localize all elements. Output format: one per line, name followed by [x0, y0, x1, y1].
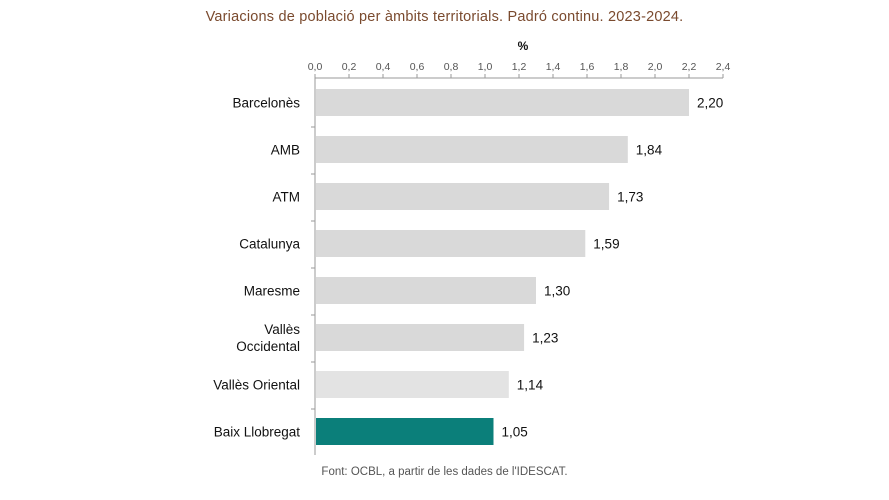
data-label: 2,20 [697, 96, 723, 111]
x-tick-label: 0,4 [376, 61, 391, 73]
category-label: Maresme [244, 284, 300, 299]
bar [316, 418, 494, 445]
category-label: Vallès Oriental [213, 378, 300, 393]
x-tick-label: 1,2 [512, 61, 527, 73]
category-label: Catalunya [239, 237, 300, 252]
category-label: AMB [271, 143, 300, 158]
x-tick-label: 1,0 [478, 61, 493, 73]
category-label: Baix Llobregat [214, 425, 301, 440]
x-tick-label: 2,4 [716, 61, 731, 73]
x-tick-label: 0,8 [444, 61, 459, 73]
x-tick-label: 2,0 [648, 61, 663, 73]
data-label: 1,30 [544, 284, 570, 299]
bar [316, 277, 536, 304]
bar [316, 89, 689, 116]
data-label: 1,05 [502, 425, 528, 440]
category-label: Barcelonès [232, 96, 300, 111]
x-tick-label: 1,4 [546, 61, 561, 73]
source-note: Font: OCBL, a partir de les dades de l'I… [321, 466, 568, 478]
x-tick-label: 0,0 [308, 61, 323, 73]
x-tick-label: 0,6 [410, 61, 425, 73]
x-tick-label: 1,6 [580, 61, 595, 73]
bar [316, 183, 610, 210]
category-label: Vallès Occidental [236, 322, 300, 354]
data-label: 1,14 [517, 378, 544, 393]
bar [316, 136, 628, 163]
bar [316, 371, 509, 398]
x-tick-label: 0,2 [342, 61, 357, 73]
chart-title: Variacions de població per àmbits territ… [205, 9, 684, 25]
x-axis-title: % [518, 39, 529, 53]
bar [316, 324, 525, 351]
data-label: 1,73 [617, 190, 643, 205]
data-label: 1,84 [636, 143, 663, 158]
bar [316, 230, 586, 257]
x-tick-label: 1,8 [614, 61, 629, 73]
data-label: 1,59 [593, 237, 619, 252]
x-tick-label: 2,2 [682, 61, 697, 73]
data-label: 1,23 [532, 331, 558, 346]
category-label: ATM [273, 190, 301, 205]
